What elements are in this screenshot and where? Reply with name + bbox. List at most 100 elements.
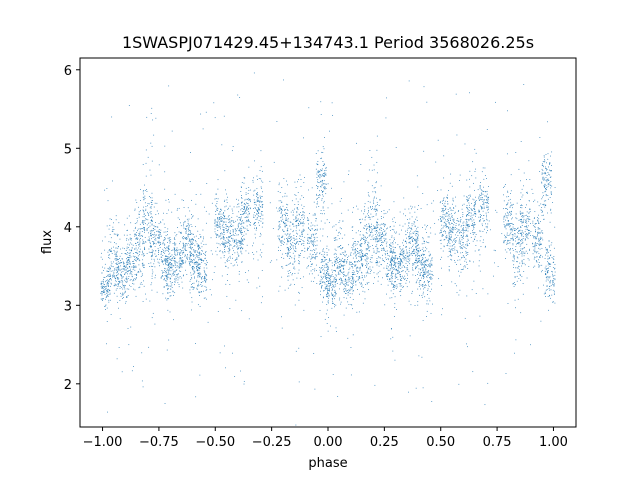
data-point bbox=[452, 219, 454, 221]
data-point bbox=[402, 253, 404, 255]
data-point bbox=[362, 256, 364, 257]
data-point bbox=[341, 212, 343, 214]
data-point bbox=[256, 218, 258, 220]
data-point bbox=[105, 286, 106, 287]
data-point bbox=[359, 260, 361, 262]
data-point bbox=[298, 262, 300, 264]
data-point bbox=[514, 233, 516, 235]
data-point bbox=[387, 276, 389, 277]
data-point bbox=[505, 213, 506, 215]
data-point bbox=[503, 200, 505, 202]
data-point bbox=[260, 212, 262, 214]
data-point bbox=[486, 201, 488, 203]
data-point bbox=[233, 246, 235, 247]
data-point bbox=[169, 237, 171, 238]
data-point bbox=[482, 207, 484, 209]
data-point bbox=[417, 237, 419, 239]
data-point bbox=[482, 210, 484, 212]
data-point bbox=[295, 220, 297, 221]
data-point bbox=[460, 247, 462, 249]
data-point bbox=[382, 248, 384, 250]
data-point bbox=[326, 323, 328, 324]
data-point bbox=[183, 251, 184, 253]
data-point bbox=[286, 264, 288, 266]
data-point bbox=[168, 267, 170, 269]
data-point bbox=[239, 97, 241, 98]
data-point bbox=[122, 281, 124, 283]
data-point bbox=[158, 262, 160, 264]
data-point bbox=[451, 259, 453, 261]
data-point bbox=[389, 279, 390, 280]
data-point bbox=[361, 243, 363, 245]
data-point bbox=[240, 248, 241, 250]
data-point bbox=[169, 264, 171, 265]
data-point bbox=[167, 248, 169, 250]
data-point bbox=[241, 221, 243, 222]
data-point bbox=[422, 268, 424, 270]
data-point bbox=[139, 270, 141, 272]
data-point bbox=[409, 212, 411, 214]
data-point bbox=[155, 255, 157, 257]
data-point bbox=[118, 278, 120, 280]
data-point bbox=[245, 233, 247, 235]
data-point bbox=[152, 230, 154, 232]
data-point bbox=[129, 266, 130, 267]
data-point bbox=[232, 265, 234, 267]
data-point bbox=[392, 246, 394, 248]
data-point bbox=[416, 249, 418, 251]
data-point bbox=[282, 241, 284, 243]
data-point bbox=[422, 254, 424, 256]
data-point bbox=[411, 237, 413, 238]
data-point bbox=[465, 244, 466, 246]
data-point bbox=[510, 252, 511, 254]
data-point bbox=[416, 230, 418, 232]
data-point bbox=[513, 254, 514, 256]
data-point bbox=[404, 278, 406, 279]
data-point bbox=[145, 149, 147, 151]
data-point bbox=[219, 217, 221, 219]
data-point bbox=[444, 205, 446, 207]
data-point bbox=[254, 206, 256, 208]
data-point bbox=[245, 204, 247, 206]
data-point bbox=[181, 263, 183, 265]
data-point bbox=[504, 234, 506, 236]
data-point bbox=[206, 274, 207, 276]
data-point bbox=[450, 236, 452, 238]
data-point bbox=[138, 247, 139, 249]
data-point bbox=[294, 260, 296, 262]
data-point bbox=[222, 223, 224, 225]
data-point bbox=[338, 231, 340, 233]
data-point bbox=[143, 228, 145, 230]
data-point bbox=[334, 248, 336, 250]
data-point bbox=[158, 242, 160, 244]
data-point bbox=[127, 243, 129, 245]
data-point bbox=[194, 252, 196, 253]
data-point bbox=[412, 250, 414, 252]
data-point bbox=[422, 237, 424, 239]
data-point bbox=[191, 214, 192, 215]
data-point bbox=[519, 212, 521, 214]
data-point bbox=[415, 242, 417, 244]
data-point bbox=[341, 237, 343, 239]
data-point bbox=[352, 279, 354, 281]
data-point bbox=[521, 222, 523, 224]
data-point bbox=[356, 267, 358, 269]
data-point bbox=[351, 287, 353, 288]
data-point bbox=[159, 234, 161, 236]
data-point bbox=[145, 206, 147, 207]
data-point bbox=[225, 189, 226, 191]
data-point bbox=[393, 225, 395, 227]
data-point bbox=[329, 275, 331, 277]
data-point bbox=[332, 281, 334, 283]
data-point bbox=[376, 197, 377, 199]
data-point bbox=[190, 239, 192, 240]
data-point bbox=[418, 251, 420, 253]
data-point bbox=[371, 228, 373, 230]
data-point bbox=[332, 280, 334, 282]
data-point bbox=[333, 286, 335, 288]
data-point bbox=[478, 249, 480, 250]
data-point bbox=[176, 270, 178, 271]
data-point bbox=[287, 240, 289, 242]
data-point bbox=[294, 284, 295, 285]
data-point bbox=[332, 271, 333, 273]
